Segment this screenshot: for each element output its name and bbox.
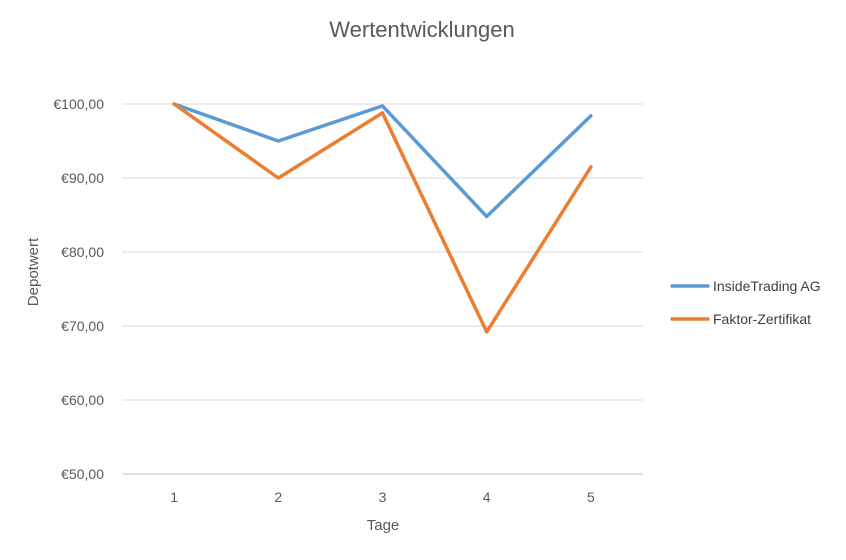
gridlines <box>122 103 643 475</box>
y-tick-label: €50,00 <box>61 466 104 482</box>
series-lines <box>172 102 593 334</box>
legend: InsideTrading AG Faktor-Zertifikat <box>670 278 821 327</box>
y-tick-label: €70,00 <box>61 318 104 334</box>
legend-label: Faktor-Zertifikat <box>713 311 811 327</box>
chart-title: Wertentwicklungen <box>329 17 514 42</box>
x-tick-label: 2 <box>274 489 282 505</box>
x-tick-label: 3 <box>379 489 387 505</box>
y-axis-tick-labels: €50,00 €60,00 €70,00 €80,00 €90,00 €100,00 <box>53 96 104 482</box>
x-axis-tick-labels: 1 2 3 4 5 <box>170 489 595 505</box>
series-line-2 <box>172 102 593 334</box>
series-line-1 <box>172 102 593 219</box>
y-axis-title: Depotwert <box>25 237 42 306</box>
legend-label: InsideTrading AG <box>713 278 821 294</box>
y-tick-label: €80,00 <box>61 244 104 260</box>
x-tick-label: 4 <box>483 489 491 505</box>
y-tick-label: €100,00 <box>53 96 104 112</box>
x-tick-label: 1 <box>170 489 178 505</box>
y-tick-label: €90,00 <box>61 170 104 186</box>
x-tick-label: 5 <box>587 489 595 505</box>
x-axis-title: Tage <box>367 517 400 534</box>
y-tick-label: €60,00 <box>61 392 104 408</box>
